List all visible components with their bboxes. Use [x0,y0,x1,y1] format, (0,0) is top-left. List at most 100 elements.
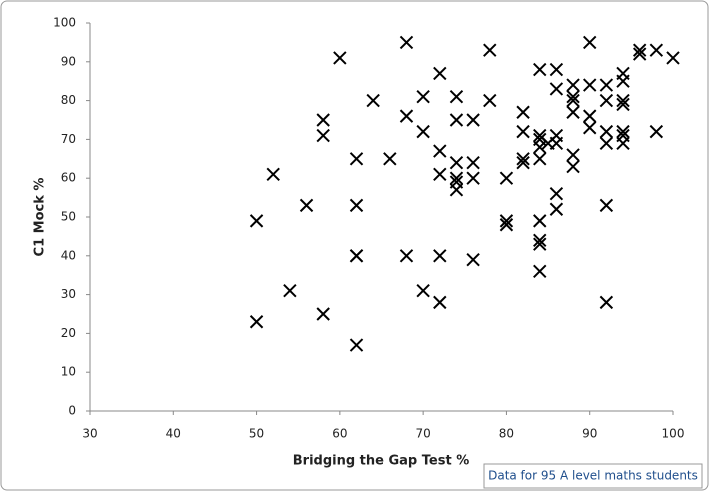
point [616,124,630,139]
point [549,62,564,77]
point [399,35,414,50]
point [349,198,364,213]
x-tick-label: 100 [662,427,685,441]
x-tick-label: 50 [249,427,264,441]
point [333,51,347,65]
y-tick-label: 10 [61,365,76,379]
point [533,237,547,251]
point [349,152,364,166]
point [566,105,580,119]
point [632,47,647,61]
point [466,155,480,170]
point [483,93,497,108]
point [549,136,564,150]
point [416,284,430,298]
point [316,307,330,321]
point [616,97,630,112]
point [449,113,464,127]
point [533,264,547,279]
point [516,124,530,139]
point [649,43,664,57]
point [399,249,414,263]
x-tick-label: 70 [416,427,431,441]
x-tick-label: 90 [582,427,597,441]
point [666,51,680,65]
point [616,74,630,88]
point [366,93,380,108]
point [449,90,464,104]
point [433,249,447,263]
point [433,295,447,310]
point [299,198,314,213]
point [416,124,430,139]
point [433,144,447,158]
y-tick-label: 60 [61,171,76,185]
point [566,78,580,92]
point [549,187,564,201]
point [499,218,514,232]
point [599,124,614,139]
point [583,121,597,135]
y-tick-label: 30 [61,287,76,301]
point [533,152,547,166]
point [466,113,480,127]
point [516,105,530,119]
point [433,66,447,81]
point [466,171,480,185]
y-tick-label: 100 [53,16,76,30]
y-tick-label: 90 [61,54,76,68]
point [549,82,564,96]
point [349,338,364,352]
point [516,155,530,170]
point [599,136,614,150]
point [533,233,547,247]
point [316,128,330,143]
y-tick-label: 20 [61,326,76,340]
y-tick-label: 70 [61,132,76,146]
point [566,90,580,104]
point [649,124,664,139]
point [566,148,580,162]
point [616,136,630,150]
point [599,295,614,310]
annotation-box [483,463,703,489]
point [533,62,547,77]
point [449,175,464,189]
point [499,171,514,185]
point [483,43,497,57]
point [433,167,447,182]
point [316,113,330,127]
point [583,78,597,92]
x-tick-label: 60 [332,427,347,441]
point [599,78,614,92]
point [599,198,614,213]
point [266,167,280,182]
y-tick-label: 40 [61,248,76,262]
point [616,93,630,108]
x-axis-label: Bridging the Gap Test % [293,454,469,469]
point [249,214,264,228]
point [249,315,264,329]
point [449,171,464,185]
point [349,249,364,263]
point [516,152,530,166]
point [283,284,297,298]
x-tick-label: 30 [82,427,97,441]
point [533,214,547,228]
annotation: Data for 95 A level maths students [488,469,698,483]
point [533,140,547,154]
x-tick-label: 80 [499,427,514,441]
point [399,109,414,123]
point [549,202,564,216]
y-axis-label: C1 Mock % [33,178,48,257]
point [566,93,580,108]
point [383,152,397,166]
x-tick-label: 40 [166,427,181,441]
point [416,90,430,104]
point [599,93,614,108]
y-tick-label: 0 [68,404,76,418]
point [566,159,580,174]
y-tick-label: 50 [61,210,76,224]
